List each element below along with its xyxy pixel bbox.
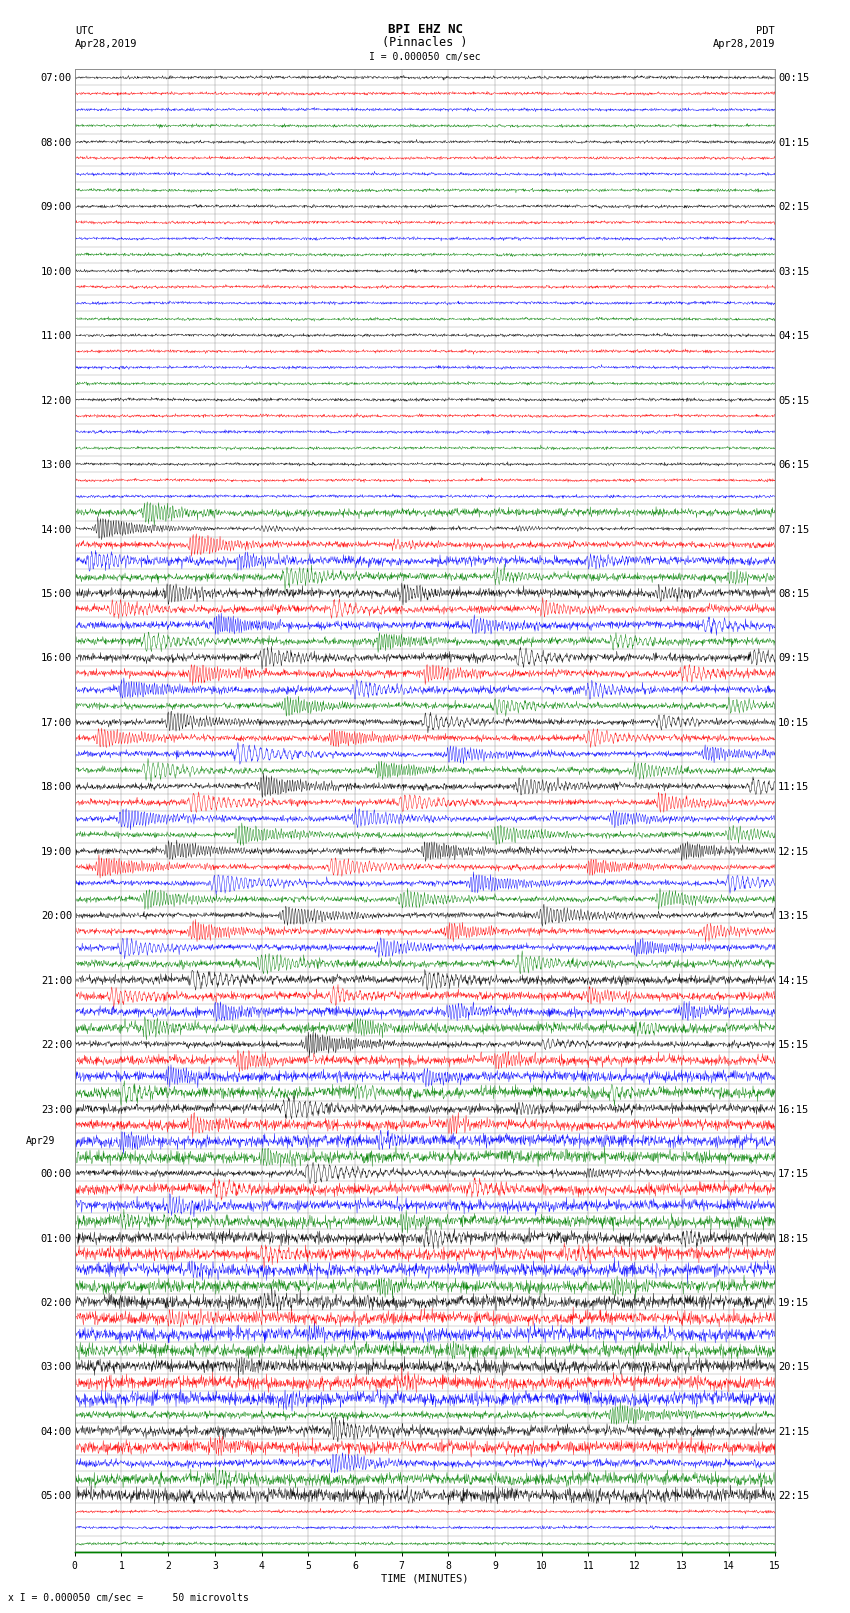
Text: (Pinnacles ): (Pinnacles ): [382, 35, 468, 50]
Text: UTC: UTC: [75, 26, 94, 37]
X-axis label: TIME (MINUTES): TIME (MINUTES): [382, 1574, 468, 1584]
Text: Apr28,2019: Apr28,2019: [75, 39, 138, 50]
Text: BPI EHZ NC: BPI EHZ NC: [388, 23, 462, 37]
Text: Apr29: Apr29: [26, 1136, 55, 1145]
Text: I = 0.000050 cm/sec: I = 0.000050 cm/sec: [369, 52, 481, 63]
Text: x I = 0.000050 cm/sec =     50 microvolts: x I = 0.000050 cm/sec = 50 microvolts: [8, 1594, 249, 1603]
Text: Apr28,2019: Apr28,2019: [712, 39, 775, 50]
Text: PDT: PDT: [756, 26, 775, 37]
